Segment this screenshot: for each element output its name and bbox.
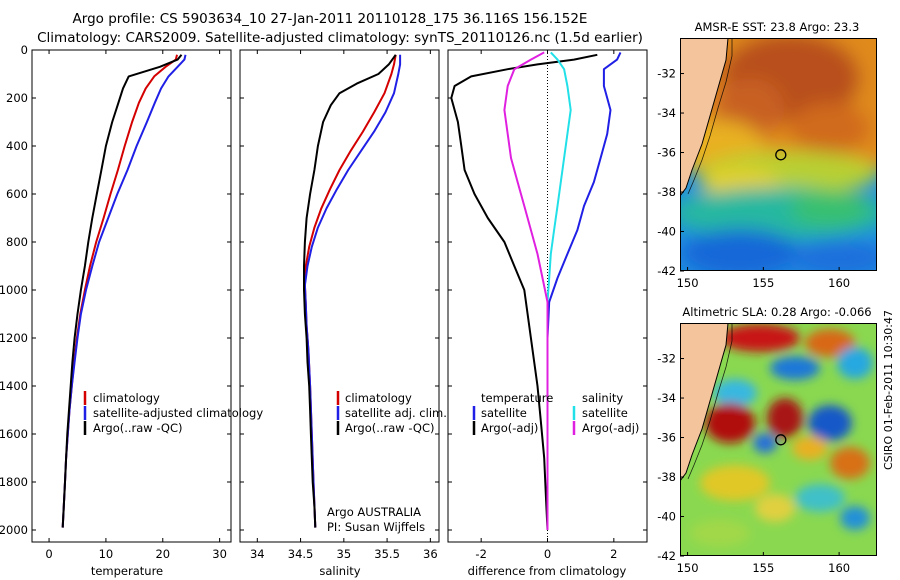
sst-map-latitude-label: -42 bbox=[657, 264, 676, 278]
legend-label-temp-argo: Argo(-adj) bbox=[481, 421, 538, 435]
difference-xtick-label: 0 bbox=[544, 547, 551, 561]
sla-map-latitude-label: -40 bbox=[657, 510, 676, 524]
sst-map-latitude-label: -34 bbox=[657, 106, 676, 120]
salinity-xtick-label: 36 bbox=[423, 547, 438, 561]
difference-profile-panel: -2 0 2 difference from climatology tempera… bbox=[447, 49, 648, 578]
sla-map-latitude-label: -42 bbox=[657, 549, 676, 563]
sst-map: AMSR-E SST: 23.8 Argo: 23.3 bbox=[657, 20, 877, 290]
figure-title-line2: Climatology: CARS2009. Satellite-adjuste… bbox=[37, 30, 643, 46]
temperature-xtick-label: 10 bbox=[99, 547, 114, 561]
difference-axes-box bbox=[447, 49, 648, 543]
difference-legend: temperature satellite Argo(-adj) salinit… bbox=[472, 391, 639, 435]
sst-map-latitude-label: -32 bbox=[657, 67, 676, 81]
sst-map-longitude-label: 155 bbox=[752, 276, 774, 290]
argo-program-label: Argo AUSTRALIA bbox=[327, 505, 421, 519]
difference-xlabel: difference from climatology bbox=[468, 564, 627, 578]
salinity-series-argo-raw-qc bbox=[303, 54, 397, 528]
legend-label-climatology: climatology bbox=[345, 391, 412, 405]
legend-label-satellite: satellite adj. clim. bbox=[345, 406, 447, 420]
temperature-axes-box bbox=[31, 49, 232, 543]
difference-xtick-label: 2 bbox=[610, 547, 617, 561]
legend-label-temp-satellite: satellite bbox=[481, 406, 527, 420]
legend-label-argo: Argo(..raw -QC) bbox=[93, 421, 183, 435]
argo-pi-label: PI: Susan Wijffels bbox=[327, 520, 425, 534]
sla-map-title: Altimetric SLA: 0.28 Argo: -0.066 bbox=[682, 305, 871, 319]
depth-tick-label: 600 bbox=[6, 187, 28, 201]
legend-heading-salinity: salinity bbox=[582, 391, 623, 405]
depth-tick-label: 200 bbox=[6, 91, 28, 105]
temperature-xtick-label: 30 bbox=[212, 547, 227, 561]
legend-label-argo: Argo(..raw -QC) bbox=[345, 421, 435, 435]
salinity-xtick-label: 35.5 bbox=[374, 547, 400, 561]
legend-label-satellite: satellite-adjusted climatology bbox=[93, 406, 263, 420]
salinity-legend: climatology satellite adj. clim. Argo(..… bbox=[336, 391, 447, 435]
temperature-xlabel: temperature bbox=[91, 564, 163, 578]
difference-series-temperature-satellite bbox=[546, 51, 622, 530]
sla-argo-location-marker bbox=[775, 434, 787, 446]
difference-series-salinity-satellite bbox=[546, 51, 572, 530]
salinity-xlabel: salinity bbox=[319, 564, 360, 578]
depth-tick-label: 1000 bbox=[0, 283, 28, 297]
sla-map-latitude-label: -36 bbox=[657, 431, 676, 445]
legend-label-climatology: climatology bbox=[93, 391, 160, 405]
sst-map-longitude-label: 160 bbox=[828, 276, 850, 290]
salinity-profile-panel: 34 34.5 35 35.5 36 salinity climatology sate… bbox=[239, 49, 447, 578]
difference-series-temperature-argo-adj bbox=[450, 53, 598, 531]
salinity-series-satellite-adj-clim bbox=[303, 54, 402, 528]
depth-tick-label: 800 bbox=[6, 235, 28, 249]
sst-map-title: AMSR-E SST: 23.8 Argo: 23.3 bbox=[695, 20, 860, 34]
depth-tick-label: 0 bbox=[21, 43, 28, 57]
sst-argo-location-marker bbox=[775, 149, 787, 161]
sst-map-latitude-label: -40 bbox=[657, 225, 676, 239]
sla-map-latitude-label: -32 bbox=[657, 352, 676, 366]
depth-tick-label: 400 bbox=[6, 139, 28, 153]
sst-map-field bbox=[680, 38, 877, 271]
temperature-xtick-label: 20 bbox=[155, 547, 170, 561]
sst-map-latitude-label: -36 bbox=[657, 146, 676, 160]
difference-xtick-label: -2 bbox=[475, 547, 486, 561]
salinity-xtick-label: 35 bbox=[337, 547, 352, 561]
salinity-xtick-label: 34.5 bbox=[288, 547, 314, 561]
salinity-series-climatology bbox=[303, 54, 397, 528]
depth-tick-label: 1200 bbox=[0, 331, 28, 345]
depth-tick-label: 1600 bbox=[0, 427, 28, 441]
legend-label-sal-satellite: satellite bbox=[582, 406, 628, 420]
sla-map-longitude-label: 160 bbox=[828, 561, 850, 575]
temperature-legend: climatology satellite-adjusted climatolo… bbox=[83, 391, 263, 435]
temperature-profile-panel: 0 200 400 600 800 1000 1200 1400 1600 1800 2000 0 10… bbox=[0, 43, 263, 578]
depth-tick-label: 1400 bbox=[0, 379, 28, 393]
sla-map-longitude-label: 155 bbox=[752, 561, 774, 575]
legend-heading-temperature: temperature bbox=[481, 391, 553, 405]
sst-map-longitude-label: 150 bbox=[677, 276, 699, 290]
figure-title-line1: Argo profile: CS 5903634_10 27-Jan-2011 … bbox=[73, 11, 588, 27]
difference-series-salinity-argo-adj bbox=[503, 51, 549, 530]
sst-map-latitude-label: -38 bbox=[657, 185, 676, 199]
temperature-xtick-label: 0 bbox=[45, 547, 52, 561]
sla-map-longitude-label: 150 bbox=[677, 561, 699, 575]
depth-tick-label: 1800 bbox=[0, 475, 28, 489]
legend-label-sal-argo: Argo(-adj) bbox=[582, 421, 639, 435]
sla-map: Altimetric SLA: 0.28 Argo: -0.066 bbox=[657, 305, 877, 575]
generator-timestamp-label: CSIRO 01-Feb-2011 10:30:47 bbox=[882, 310, 895, 470]
temperature-series-argo-raw-qc bbox=[61, 54, 183, 528]
salinity-axes-box bbox=[239, 49, 440, 543]
sla-map-latitude-label: -34 bbox=[657, 391, 676, 405]
sla-map-field bbox=[680, 323, 877, 556]
depth-tick-label: 2000 bbox=[0, 523, 28, 537]
sla-map-latitude-label: -38 bbox=[657, 470, 676, 484]
salinity-xtick-label: 34 bbox=[250, 547, 265, 561]
